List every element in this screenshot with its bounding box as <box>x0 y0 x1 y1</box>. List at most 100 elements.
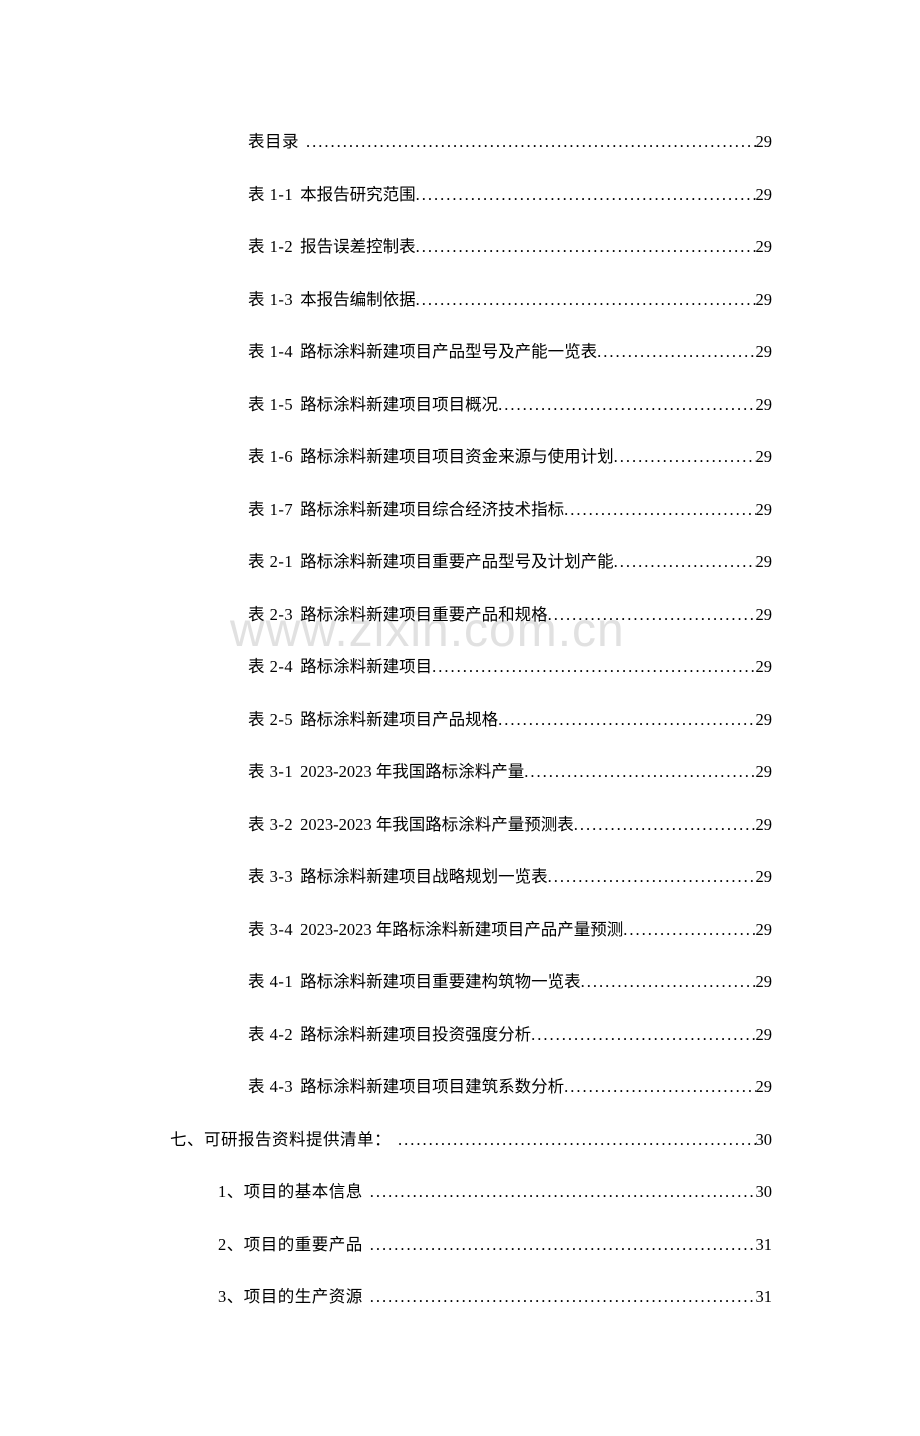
toc-label: 表目录 <box>248 128 306 152</box>
toc-leader-dots <box>548 605 756 625</box>
toc-page-number: 29 <box>756 972 773 992</box>
toc-leader-dots <box>370 1182 756 1202</box>
toc-title: 路标涂料新建项目项目概况 <box>300 391 498 415</box>
toc-label: 1、项目的基本信息 <box>218 1178 370 1202</box>
toc-title: 报告误差控制表 <box>300 233 416 257</box>
toc-label: 表 3-3 <box>248 863 300 887</box>
toc-entry: 1、项目的基本信息 30 <box>170 1178 772 1202</box>
toc-page-number: 29 <box>756 500 773 520</box>
toc-leader-dots <box>370 1235 756 1255</box>
toc-title: 2023-2023 年我国路标涂料产量预测表 <box>300 811 574 835</box>
toc-page-number: 29 <box>756 185 773 205</box>
toc-leader-dots <box>581 972 756 992</box>
toc-page-number: 29 <box>756 657 773 677</box>
toc-title: 路标涂料新建项目重要产品和规格 <box>300 601 548 625</box>
toc-entry: 表 4-1路标涂料新建项目重要建构筑物一览表 29 <box>170 968 772 992</box>
toc-label: 表 1-3 <box>248 286 300 310</box>
toc-label: 表 1-6 <box>248 443 300 467</box>
toc-entry: 表 1-2报告误差控制表29 <box>170 233 772 257</box>
toc-page-number: 29 <box>756 290 773 310</box>
toc-page-number: 29 <box>756 1077 773 1097</box>
toc-label: 表 1-7 <box>248 496 300 520</box>
toc-leader-dots <box>524 762 755 782</box>
toc-label: 3、项目的生产资源 <box>218 1283 370 1307</box>
toc-title: 路标涂料新建项目项目建筑系数分析 <box>300 1073 564 1097</box>
toc-page-number: 29 <box>756 710 773 730</box>
toc-entry: 表 3-3路标涂料新建项目战略规划一览表29 <box>170 863 772 887</box>
toc-leader-dots <box>548 867 756 887</box>
toc-title: 2023-2023 年路标涂料新建项目产品产量预测 <box>300 916 623 940</box>
toc-entry: 3、项目的生产资源 31 <box>170 1283 772 1307</box>
toc-entry: 表 1-5路标涂料新建项目项目概况 29 <box>170 391 772 415</box>
toc-leader-dots <box>623 920 755 940</box>
toc-page-number: 29 <box>756 552 773 572</box>
toc-page-number: 30 <box>756 1182 773 1202</box>
toc-label: 表 2-4 <box>248 653 300 677</box>
toc-entry: 表 4-3路标涂料新建项目项目建筑系数分析 29 <box>170 1073 772 1097</box>
toc-entry: 2、项目的重要产品 31 <box>170 1231 772 1255</box>
toc-title: 本报告编制依据 <box>300 286 416 310</box>
toc-leader-dots <box>498 395 755 415</box>
toc-label: 2、项目的重要产品 <box>218 1231 370 1255</box>
toc-label: 表 2-3 <box>248 601 300 625</box>
toc-leader-dots <box>370 1287 756 1307</box>
toc-label: 表 3-4 <box>248 916 300 940</box>
toc-title: 路标涂料新建项目产品型号及产能一览表 <box>300 338 597 362</box>
toc-container: 表目录29表 1-1本报告研究范围29表 1-2报告误差控制表29表 1-3本报… <box>170 128 772 1307</box>
toc-page-number: 29 <box>756 605 773 625</box>
toc-page-number: 29 <box>756 762 773 782</box>
toc-label: 表 4-1 <box>248 968 300 992</box>
toc-title: 本报告研究范围 <box>300 181 416 205</box>
toc-entry: 表 1-7路标涂料新建项目综合经济技术指标 29 <box>170 496 772 520</box>
toc-title: 路标涂料新建项目综合经济技术指标 <box>300 496 564 520</box>
toc-label: 表 3-1 <box>248 758 300 782</box>
toc-page-number: 29 <box>756 132 773 152</box>
toc-page-number: 31 <box>756 1287 773 1307</box>
toc-label: 表 3-2 <box>248 811 300 835</box>
toc-page-number: 29 <box>756 395 773 415</box>
toc-entry: 表 3-42023-2023 年路标涂料新建项目产品产量预测 29 <box>170 916 772 940</box>
toc-page-number: 29 <box>756 867 773 887</box>
toc-entry: 表目录 29 <box>170 128 772 152</box>
toc-leader-dots <box>498 710 755 730</box>
toc-leader-dots <box>564 1077 755 1097</box>
toc-entry: 表 2-4路标涂料新建项目 29 <box>170 653 772 677</box>
toc-page-number: 29 <box>756 920 773 940</box>
toc-leader-dots <box>614 447 756 467</box>
toc-leader-dots <box>614 552 756 572</box>
toc-page-number: 29 <box>756 815 773 835</box>
toc-entry: 表 2-5路标涂料新建项目产品规格29 <box>170 706 772 730</box>
toc-entry: 七、可研报告资料提供清单： 30 <box>170 1126 772 1150</box>
toc-label: 表 2-5 <box>248 706 300 730</box>
toc-label: 表 1-2 <box>248 233 300 257</box>
toc-leader-dots <box>531 1025 755 1045</box>
toc-title: 路标涂料新建项目重要产品型号及计划产能 <box>300 548 614 572</box>
toc-leader-dots <box>416 237 756 257</box>
toc-leader-dots <box>432 657 755 677</box>
toc-leader-dots <box>564 500 755 520</box>
toc-title: 路标涂料新建项目 <box>300 653 432 677</box>
toc-leader-dots <box>416 185 756 205</box>
toc-page-number: 30 <box>756 1130 773 1150</box>
toc-entry: 表 1-4路标涂料新建项目产品型号及产能一览表29 <box>170 338 772 362</box>
toc-leader-dots <box>574 815 756 835</box>
toc-entry: 表 1-1本报告研究范围29 <box>170 181 772 205</box>
toc-title: 路标涂料新建项目项目资金来源与使用计划 <box>300 443 614 467</box>
toc-leader-dots <box>306 132 756 152</box>
toc-leader-dots <box>398 1130 756 1150</box>
toc-label: 表 1-5 <box>248 391 300 415</box>
toc-page-number: 29 <box>756 447 773 467</box>
toc-label: 表 2-1 <box>248 548 300 572</box>
toc-entry: 表 2-1路标涂料新建项目重要产品型号及计划产能 29 <box>170 548 772 572</box>
toc-page-number: 31 <box>756 1235 773 1255</box>
toc-page-number: 29 <box>756 342 773 362</box>
toc-entry: 表 1-6路标涂料新建项目项目资金来源与使用计划 29 <box>170 443 772 467</box>
toc-entry: 表 2-3路标涂料新建项目重要产品和规格 29 <box>170 601 772 625</box>
toc-entry: 表 4-2路标涂料新建项目投资强度分析 29 <box>170 1021 772 1045</box>
toc-title: 路标涂料新建项目重要建构筑物一览表 <box>300 968 581 992</box>
toc-page-number: 29 <box>756 1025 773 1045</box>
toc-entry: 表 1-3本报告编制依据 29 <box>170 286 772 310</box>
toc-title: 路标涂料新建项目投资强度分析 <box>300 1021 531 1045</box>
toc-label: 表 4-3 <box>248 1073 300 1097</box>
toc-label: 表 4-2 <box>248 1021 300 1045</box>
